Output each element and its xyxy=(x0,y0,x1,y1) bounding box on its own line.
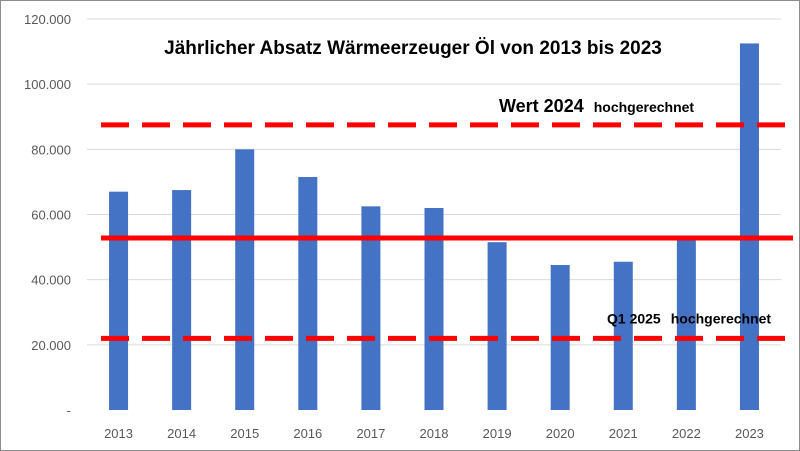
reference-lines xyxy=(101,122,793,341)
x-tick-label: 2020 xyxy=(546,426,575,441)
x-tick-label: 2015 xyxy=(230,426,259,441)
y-tick-label: 40.000 xyxy=(31,273,71,288)
bars xyxy=(109,43,759,411)
x-tick-label: 2013 xyxy=(104,426,133,441)
bar-2015 xyxy=(235,149,255,411)
bar-2023 xyxy=(739,43,759,410)
x-tick-label: 2014 xyxy=(167,426,196,441)
bar-2014 xyxy=(172,190,192,410)
reference-label-1-sub: hochgerechnet xyxy=(594,99,695,115)
y-tick-label: 80.000 xyxy=(31,142,71,157)
bar-2022 xyxy=(676,235,696,410)
y-tick-label: 60.000 xyxy=(31,208,71,223)
bar-2019 xyxy=(487,242,507,410)
y-tick-label: 20.000 xyxy=(31,338,71,353)
bar-2016 xyxy=(298,177,318,410)
x-tick-label: 2021 xyxy=(609,426,638,441)
x-tick-label: 2023 xyxy=(735,426,764,441)
chart-title: Jährlicher Absatz Wärmeerzeuger Öl von 2… xyxy=(164,38,662,59)
x-tick-label: 2017 xyxy=(356,426,385,441)
y-axis-ticks: - 20.000 40.000 60.000 80.000 100.000 120.000 xyxy=(24,12,71,418)
y-tick-label: - xyxy=(67,403,71,418)
reference-label-1-main: Wert 2024 xyxy=(499,96,584,116)
bar-2013 xyxy=(109,191,129,410)
reference-label-1: Wert 2024 hochgerechnet xyxy=(499,96,694,116)
reference-label-3-sub: hochgerechnet xyxy=(671,310,772,326)
y-tick-label: 120.000 xyxy=(24,12,71,27)
x-tick-label: 2016 xyxy=(293,426,322,441)
y-tick-label: 100.000 xyxy=(24,77,71,92)
bar-2017 xyxy=(361,206,381,410)
bar-2021 xyxy=(613,261,633,410)
x-axis-ticks: 2013 2014 2015 2016 2017 2018 2019 2020 2021 2022… xyxy=(104,426,764,441)
x-tick-label: 2018 xyxy=(420,426,449,441)
reference-label-3: Q1 2025 hochgerechnet xyxy=(607,310,771,326)
x-tick-label: 2022 xyxy=(672,426,701,441)
reference-label-3-main: Q1 2025 xyxy=(607,310,661,326)
reference-annotations: Wert 2024 hochgerechnet Q1 2025 hochgerechn… xyxy=(499,96,771,326)
bar-2018 xyxy=(424,207,444,410)
x-tick-label: 2019 xyxy=(483,426,512,441)
